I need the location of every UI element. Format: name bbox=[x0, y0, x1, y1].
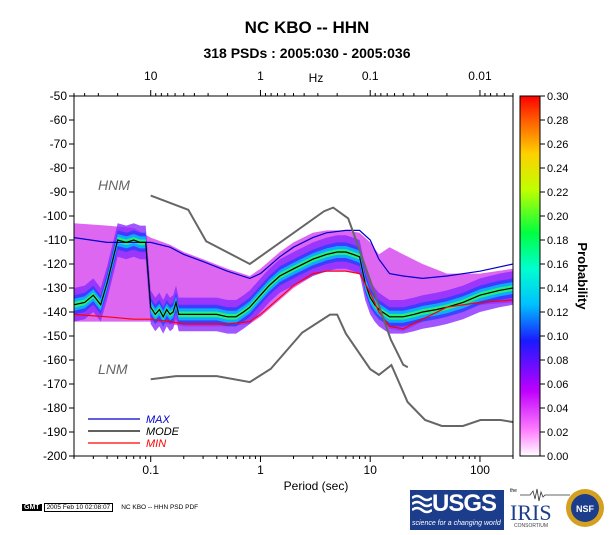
y-tick-label: -140 bbox=[43, 305, 67, 319]
colorbar-tick-label: 0.06 bbox=[547, 379, 568, 391]
svg-text:NSF: NSF bbox=[576, 504, 595, 514]
y-tick-label: -110 bbox=[44, 233, 67, 247]
colorbar bbox=[519, 95, 541, 457]
legend-max-label: MAX bbox=[146, 414, 171, 426]
colorbar-label: Probability bbox=[575, 242, 590, 310]
legend-min-label: MIN bbox=[146, 438, 166, 450]
y-tick-label: -60 bbox=[50, 113, 68, 127]
max-curve bbox=[74, 229, 513, 280]
colorbar-tick-label: 0.02 bbox=[547, 427, 568, 439]
seismogram-icon bbox=[520, 488, 570, 502]
lnm-curve bbox=[150, 313, 513, 427]
colorbar-tick-label: 0.30 bbox=[547, 91, 568, 103]
colorbar-tick-label: 0.20 bbox=[547, 211, 568, 223]
colorbar-tick-label: 0.08 bbox=[547, 355, 568, 367]
iris-consortium: CONSORTIUM bbox=[514, 523, 549, 529]
x-tick-label: 0.1 bbox=[142, 463, 159, 477]
y-tick-label: -200 bbox=[43, 449, 67, 463]
density-blue bbox=[74, 230, 513, 327]
usgs-tagline: science for a changing world bbox=[412, 520, 501, 527]
nsf-logo: NSF bbox=[564, 486, 606, 530]
top-tick-label: 1 bbox=[257, 69, 264, 83]
colorbar-tick-label: 0.04 bbox=[547, 403, 568, 415]
nsf-seal-icon: NSF bbox=[566, 489, 604, 527]
colorbar-tick-label: 0.22 bbox=[547, 187, 568, 199]
x-tick-label: 100 bbox=[470, 463, 490, 477]
top-tick-label: 10 bbox=[144, 69, 158, 83]
hnm-curve bbox=[150, 194, 409, 369]
y-tick-label: -70 bbox=[50, 137, 68, 151]
lnm-annotation: LNM bbox=[98, 361, 128, 377]
chart-subtitle: 318 PSDs : 2005:030 - 2005:036 bbox=[203, 45, 410, 61]
x-tick-label: 10 bbox=[364, 463, 378, 477]
footer-caption: NC KBO -- HHN PSD PDF bbox=[121, 503, 199, 511]
top-axis-label: Hz bbox=[309, 71, 324, 85]
legend-mode-label: MODE bbox=[146, 426, 180, 438]
y-tick-label: -80 bbox=[50, 161, 68, 175]
hnm-annotation: HNM bbox=[98, 177, 130, 193]
top-tick-label: 0.1 bbox=[362, 69, 379, 83]
legend: MAX MODE MIN bbox=[88, 414, 180, 450]
x-axis-label: Period (sec) bbox=[284, 479, 349, 493]
timestamp: 2005 Feb 10 02:08:07 bbox=[43, 502, 114, 512]
y-tick-label: -190 bbox=[43, 425, 67, 439]
y-tick-label: -160 bbox=[43, 353, 67, 367]
colorbar-tick-label: 0.14 bbox=[547, 283, 568, 295]
y-tick-label: -150 bbox=[43, 329, 67, 343]
colorbar-tick-label: 0.28 bbox=[547, 115, 568, 127]
y-tick-label: -120 bbox=[43, 257, 67, 271]
usgs-logo: USGS science for a changing world bbox=[410, 490, 504, 530]
usgs-wordmark: USGS bbox=[432, 490, 497, 517]
chart-title: NC KBO -- HHN bbox=[245, 18, 370, 37]
y-tick-label: -100 bbox=[43, 209, 67, 223]
colorbar-tick-label: 0.12 bbox=[547, 307, 568, 319]
y-tick-label: -130 bbox=[43, 281, 67, 295]
colorbar-tick-label: 0.26 bbox=[547, 139, 568, 151]
colorbar-tick-label: 0.00 bbox=[547, 451, 568, 463]
y-tick-label: -50 bbox=[50, 89, 68, 103]
iris-wordmark: IRIS bbox=[510, 500, 552, 525]
x-tick-label: 1 bbox=[257, 463, 264, 477]
min-curve bbox=[74, 270, 513, 330]
y-tick-label: -170 bbox=[43, 377, 67, 391]
probability-density-band bbox=[74, 223, 513, 334]
colorbar-tick-label: 0.24 bbox=[547, 163, 568, 175]
usgs-waves-icon bbox=[412, 494, 432, 514]
footer-stamp: GMT 2005 Feb 10 02:08:07 NC KBO -- HHN P… bbox=[22, 502, 198, 512]
mode-curve bbox=[74, 239, 513, 319]
colorbar-tick-label: 0.16 bbox=[547, 259, 568, 271]
psd-chart: NC KBO -- HHN 318 PSDs : 2005:030 - 2005… bbox=[43, 18, 590, 493]
colorbar-tick-label: 0.10 bbox=[547, 331, 568, 343]
colorbar-tick-label: 0.18 bbox=[547, 235, 568, 247]
gmt-badge: GMT bbox=[22, 503, 42, 511]
y-tick-label: -90 bbox=[50, 185, 68, 199]
iris-logo: the IRIS CONSORTIUM bbox=[508, 486, 570, 530]
top-tick-label: 0.01 bbox=[468, 69, 492, 83]
iris-the: the bbox=[510, 488, 517, 494]
y-tick-label: -180 bbox=[43, 401, 67, 415]
